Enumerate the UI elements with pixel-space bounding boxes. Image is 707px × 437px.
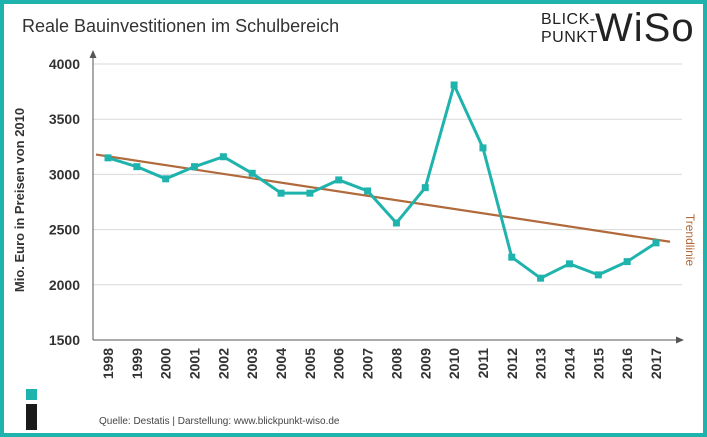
x-tick-label: 2008 (388, 348, 404, 379)
x-tick-label: 2012 (504, 348, 520, 379)
blickpunkt-wiso-logo: BLICK- PUNKT WiSo (541, 6, 701, 50)
y-tick-label: 3000 (49, 166, 80, 182)
logo-line2: PUNKT (541, 29, 598, 46)
data-point (508, 253, 516, 261)
x-tick-label: 2004 (273, 348, 289, 379)
x-tick-label: 2010 (446, 348, 462, 379)
data-point (479, 144, 487, 152)
data-point (537, 274, 545, 282)
x-tick-label: 2001 (187, 348, 203, 379)
data-point (594, 271, 602, 279)
x-tick-label: 2002 (215, 348, 231, 379)
y-tick-label: 2500 (49, 222, 80, 238)
data-point (219, 153, 227, 161)
x-tick-label: 2000 (158, 348, 174, 379)
series-line (107, 83, 657, 280)
x-tick-label: 2007 (360, 348, 376, 379)
x-tick-label: 2017 (648, 348, 664, 379)
trendline (95, 153, 671, 243)
data-point (450, 81, 458, 89)
data-point (565, 260, 573, 268)
y-tick-label: 2000 (49, 277, 80, 293)
y-axis-arrow (89, 50, 97, 58)
x-tick-label: 1999 (129, 348, 145, 379)
logo-line1: BLICK- (541, 11, 596, 28)
y-tick-label: 4000 (49, 56, 80, 72)
data-point (191, 163, 199, 171)
data-point (335, 176, 343, 184)
data-point (364, 187, 372, 195)
chart-title: Reale Bauinvestitionen im Schulbereich (22, 16, 340, 36)
y-axis-label: Mio. Euro in Preisen von 2010 (12, 108, 27, 292)
x-tick-label: 1998 (100, 348, 116, 379)
trendline-path (95, 153, 671, 243)
x-tick-label: 2011 (475, 348, 491, 379)
x-tick-labels: 1998 1999 2000 2001 2002 2003 2004 2005 2006 2007… (100, 348, 664, 379)
y-tick-label: 1500 (49, 332, 80, 348)
data-point (421, 184, 429, 192)
y-tick-label: 3500 (49, 111, 80, 127)
x-tick-label: 2006 (331, 348, 347, 379)
data-point (104, 154, 112, 162)
axes (89, 50, 684, 344)
x-tick-label: 2014 (561, 348, 577, 379)
x-tick-label: 2013 (533, 348, 549, 379)
logo-wiso: WiSo (595, 6, 695, 50)
x-tick-label: 2015 (590, 348, 606, 379)
data-point (133, 163, 141, 171)
x-tick-label: 2009 (417, 348, 433, 379)
x-axis-arrow (676, 336, 684, 344)
x-tick-label: 2003 (244, 348, 260, 379)
decor-bar-black (26, 404, 37, 430)
data-point (306, 189, 314, 197)
trendline-label: Trendlinie (683, 214, 697, 267)
data-point (652, 239, 660, 247)
data-point (248, 169, 256, 177)
data-point (162, 175, 170, 183)
data-point (277, 189, 285, 197)
data-point (623, 258, 631, 266)
gridlines (93, 63, 682, 286)
data-point (392, 219, 400, 227)
y-tick-labels: 1500 2000 2500 3000 3500 4000 (49, 56, 80, 348)
x-tick-label: 2005 (302, 348, 318, 379)
decor-square-teal (26, 389, 37, 400)
data-series (104, 81, 660, 282)
source-note: Quelle: Destatis | Darstellung: www.blic… (99, 416, 340, 427)
x-tick-label: 2016 (619, 348, 635, 379)
